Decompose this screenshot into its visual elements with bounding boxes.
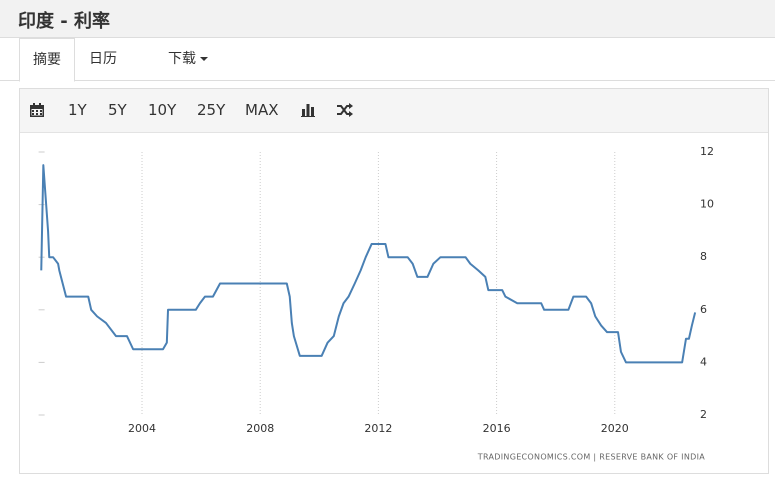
y-tick-label: 12 [700, 145, 714, 158]
y-tick-label: 2 [700, 408, 707, 421]
toolbar: 1Y 5Y 10Y 25Y MAX [20, 89, 768, 133]
range-button[interactable]: MAX [245, 101, 279, 119]
x-tick-label: 2004 [128, 422, 156, 435]
x-tick-label: 2020 [601, 422, 629, 435]
data-line [40, 164, 697, 364]
y-tick-label: 4 [700, 355, 707, 368]
tab[interactable]: 下载 [160, 38, 216, 80]
range-button[interactable]: 5Y [108, 101, 127, 119]
y-tick-label: 10 [700, 198, 714, 211]
range-button[interactable]: 10Y [148, 101, 177, 119]
x-tick-label: 2012 [364, 422, 392, 435]
page-title: 印度 - 利率 [18, 11, 111, 32]
tab-label: 下载 [168, 51, 196, 67]
tab-bar: 摘要 日历 下载 [0, 38, 775, 82]
tab[interactable]: 日历 [89, 51, 117, 67]
shuffle-icon[interactable] [337, 103, 353, 117]
calendar-icon[interactable] [30, 103, 44, 117]
range-button[interactable]: 1Y [68, 101, 87, 119]
chart-panel: 1Y 5Y 10Y 25Y MAX [19, 88, 769, 474]
source-note: TRADINGECONOMICS.COM | RESERVE BANK OF I… [477, 453, 705, 462]
y-tick-label: 8 [700, 250, 707, 263]
tab[interactable]: 摘要 [19, 38, 75, 82]
bar-chart-icon[interactable] [301, 103, 315, 117]
x-tick-label: 2016 [483, 422, 511, 435]
caret-icon [200, 57, 208, 61]
header: 印度 - 利率 [0, 0, 775, 38]
x-tick-label: 2008 [246, 422, 274, 435]
y-tick-label: 6 [700, 303, 707, 316]
range-button[interactable]: 25Y [197, 101, 226, 119]
